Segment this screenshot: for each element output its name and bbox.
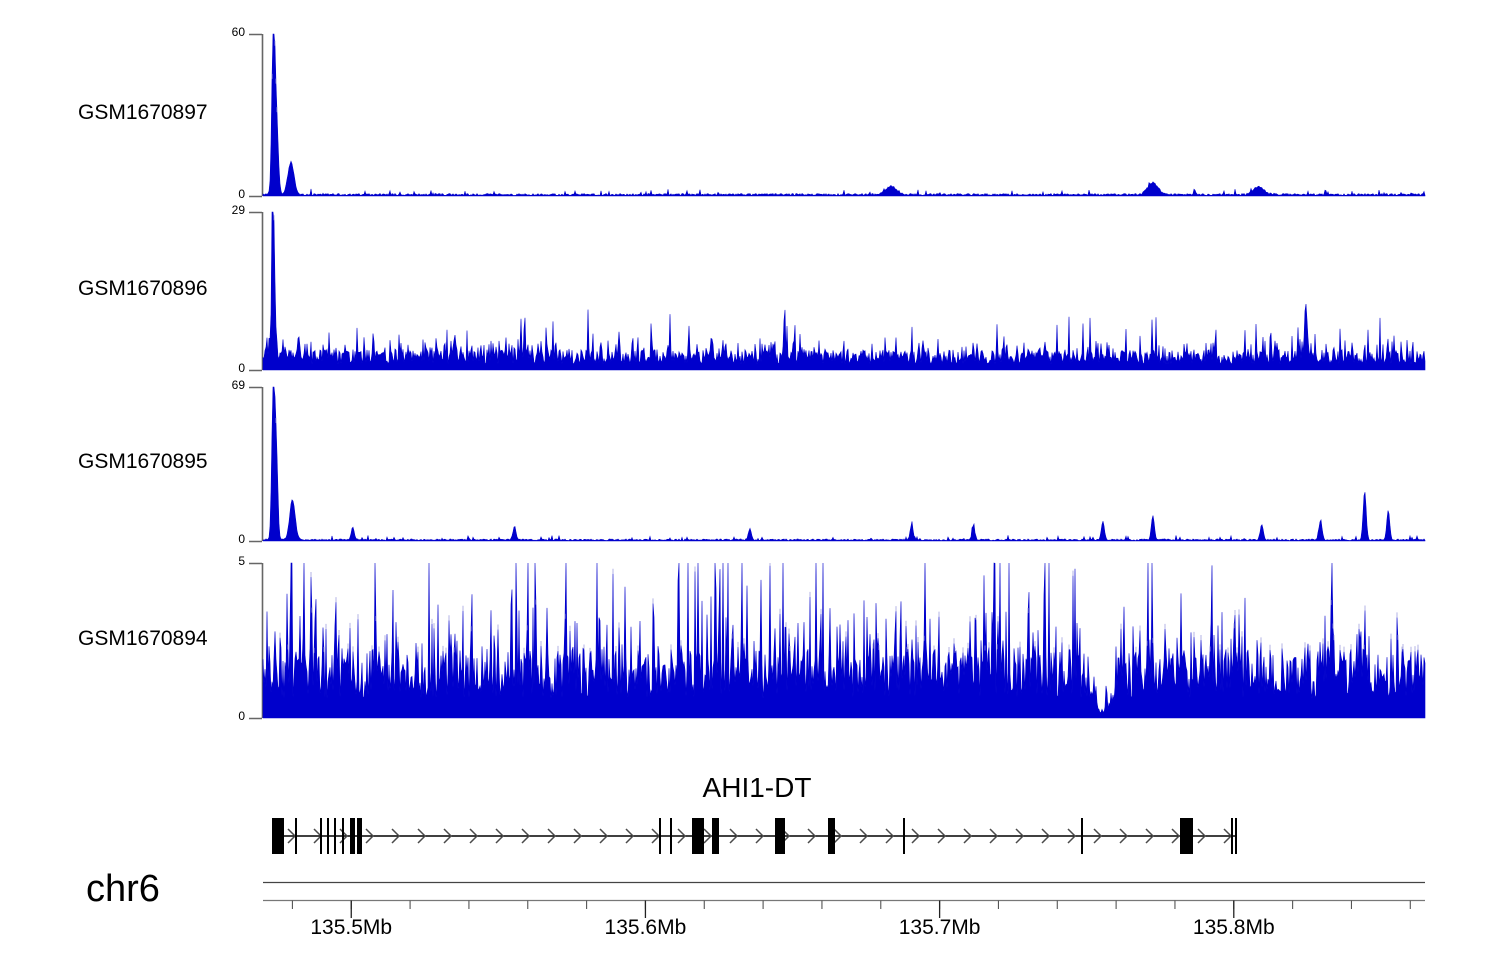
gene-exon (659, 818, 661, 854)
gene-exon (692, 818, 704, 854)
axis-min-GSM1670897: 0 (238, 187, 245, 201)
genomic-axis[interactable] (0, 878, 1500, 918)
axis-max-GSM1670896: 29 (231, 203, 245, 217)
track-label-GSM1670895: GSM1670895 (78, 450, 208, 473)
axis-max-GSM1670897: 60 (231, 25, 245, 39)
gene-exon (357, 818, 362, 854)
gene-exon (295, 818, 297, 854)
axis-max-GSM1670894: 5 (238, 554, 245, 568)
gene-exon (342, 818, 344, 854)
gene-name-label: AHI1-DT (702, 772, 812, 803)
coverage-plot-GSM1670895 (249, 386, 1426, 543)
gene-exon (334, 818, 336, 854)
gene-exon (350, 818, 355, 854)
gene-exon (320, 818, 322, 854)
axis-tick-label: 135.6Mb (604, 916, 687, 939)
axis-min-GSM1670894: 0 (238, 709, 245, 723)
gene-exon (1180, 818, 1193, 854)
axis-max-GSM1670895: 69 (231, 378, 245, 392)
coverage-plot-GSM1670896 (249, 211, 1426, 372)
coverage-plot-GSM1670897 (249, 33, 1426, 198)
coverage-plot-GSM1670894 (249, 562, 1426, 720)
axis-tick-label: 135.8Mb (1192, 916, 1275, 939)
gene-exon (775, 818, 785, 854)
gene-exon (712, 818, 719, 854)
axis-min-GSM1670895: 0 (238, 532, 245, 546)
axis-tick-label: 135.7Mb (898, 916, 981, 939)
gene-exon (903, 818, 905, 854)
track-label-GSM1670897: GSM1670897 (78, 101, 208, 124)
gene-exon (1235, 818, 1237, 854)
axis-min-GSM1670896: 0 (238, 361, 245, 375)
gene-exon (670, 818, 672, 854)
gene-model-track[interactable] (0, 812, 1500, 860)
chromosome-label: chr6 (86, 868, 160, 910)
track-label-GSM1670896: GSM1670896 (78, 277, 208, 300)
track-label-GSM1670894: GSM1670894 (78, 626, 208, 650)
gene-exon (1081, 818, 1083, 854)
gene-exon (828, 818, 835, 854)
gene-exon (272, 818, 284, 854)
gene-exon (1231, 818, 1233, 854)
gene-exon (327, 818, 329, 854)
axis-tick-label: 135.5Mb (310, 916, 393, 939)
